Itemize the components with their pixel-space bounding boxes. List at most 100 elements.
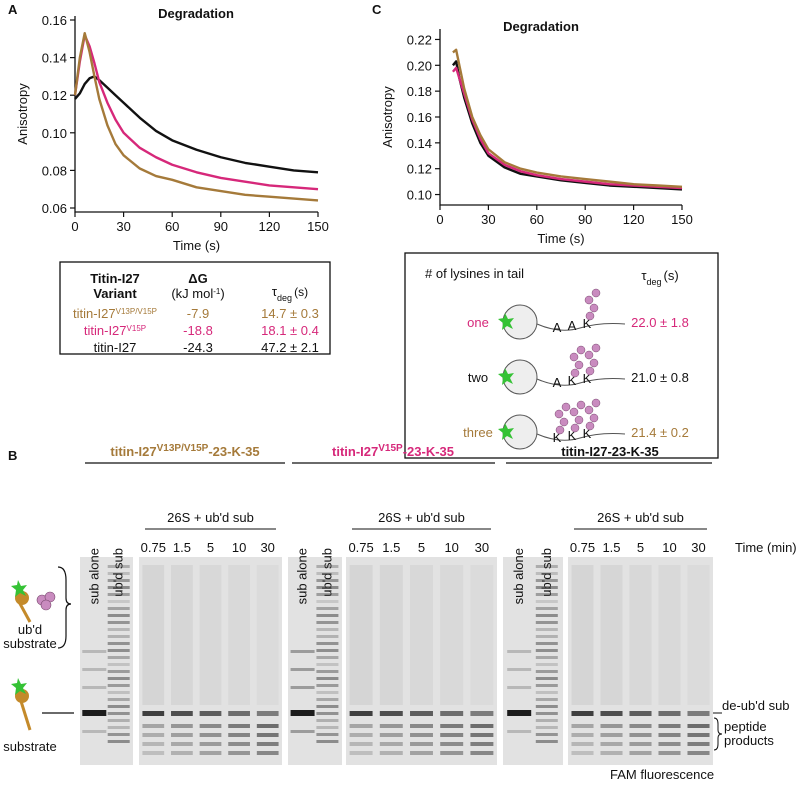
gel-band — [535, 677, 558, 680]
gel-image — [139, 557, 282, 765]
gel-band — [316, 684, 339, 687]
treatment-label: 26S + ub'd sub — [597, 510, 684, 525]
gel-band — [507, 730, 532, 733]
time-label: 30 — [475, 540, 489, 555]
gel-band — [440, 751, 464, 755]
gel-title-main: titin-I27-23-K-35 — [561, 444, 659, 459]
y-tick-label: 0.14 — [42, 51, 67, 66]
gel-band — [199, 733, 222, 737]
gel-band — [107, 621, 130, 624]
time-label: 1.5 — [173, 540, 191, 555]
residue: K — [568, 428, 577, 443]
y-tick-label: 0.06 — [42, 201, 67, 216]
treatment-label: 26S + ub'd sub — [378, 510, 465, 525]
ubiquitin — [589, 358, 599, 368]
time-label: 30 — [691, 540, 705, 555]
unit-sup: -1 — [213, 287, 221, 296]
gel-title-sup: V13P/V15P — [157, 443, 209, 454]
residue: K — [583, 426, 592, 441]
gel-band — [535, 607, 558, 610]
gel-band — [142, 742, 165, 746]
table-header: Variant — [93, 286, 137, 301]
tau: τ — [641, 268, 647, 283]
table-header: τdeg (s) — [272, 284, 308, 303]
gel-band — [571, 733, 594, 737]
gel-band — [316, 600, 339, 603]
gel-band — [316, 712, 339, 715]
y-tick-label: 0.12 — [42, 88, 67, 103]
gel-band — [470, 751, 494, 755]
tail — [536, 433, 626, 441]
gel-band — [600, 733, 623, 737]
gel-side-label: FAM fluorescence — [610, 767, 714, 782]
y-axis-label: Anisotropy — [380, 86, 395, 148]
panel-label: A — [8, 2, 18, 17]
gel-title-main: titin-I27 — [332, 444, 378, 459]
time-label: 10 — [662, 540, 676, 555]
gel-band — [107, 726, 130, 729]
gel-band — [107, 740, 130, 743]
gel-band — [470, 711, 494, 716]
gel-band — [316, 621, 339, 624]
gel-band — [142, 751, 165, 755]
gel-band — [410, 742, 433, 746]
gel-band — [107, 663, 130, 666]
ubiquitin — [585, 366, 595, 376]
gel-band — [316, 698, 339, 701]
gel-band — [687, 751, 710, 755]
time-label: 5 — [418, 540, 425, 555]
gel-band — [256, 711, 279, 716]
gel-band — [440, 733, 464, 737]
ubiquitin — [584, 350, 594, 360]
y-axis-label: Anisotropy — [15, 83, 30, 145]
gel-band — [379, 742, 403, 746]
x-tick-label: 30 — [116, 219, 130, 234]
lane-label: ub'd sub — [319, 548, 334, 597]
gel-band — [316, 691, 339, 694]
ubiquitin — [591, 398, 601, 408]
gel-band — [316, 565, 339, 568]
time-label: 1.5 — [602, 540, 620, 555]
gel-band — [507, 686, 532, 689]
bracket — [713, 717, 723, 751]
x-tick-label: 30 — [481, 212, 495, 227]
delta-g: -24.3 — [183, 340, 213, 355]
gel-side-label: substrate — [3, 739, 56, 754]
gel-title: titin-I27-23-K-35 — [561, 444, 659, 459]
tau-sub: deg — [646, 277, 661, 287]
x-tick-label: 120 — [259, 219, 281, 234]
gel-band — [107, 614, 130, 617]
variant-base: titin-I27 — [94, 340, 137, 355]
gel-band — [107, 593, 130, 596]
variant-name: titin-I27V13P/V15P — [73, 306, 157, 321]
gel-band — [171, 751, 193, 755]
gel-smear — [571, 565, 594, 705]
lane-label: sub alone — [86, 548, 101, 604]
series-line — [452, 48, 683, 188]
unit: (s) — [294, 285, 308, 299]
delta-g: -18.8 — [183, 323, 213, 338]
gel-band — [107, 670, 130, 673]
gel-smear — [410, 565, 433, 705]
gel-band — [349, 751, 373, 755]
gel-band — [535, 628, 558, 631]
ubiquitin — [576, 345, 586, 355]
x-tick-label: 150 — [671, 212, 693, 227]
gel-side-label: peptide — [724, 719, 767, 734]
gel-band — [107, 579, 130, 582]
gel-band — [256, 724, 279, 728]
gel-band — [571, 724, 594, 728]
gel-band — [658, 724, 681, 728]
gel-band — [535, 698, 558, 701]
gel-band — [316, 572, 339, 575]
gel-title: titin-I27V13P/V15P-23-K-35 — [110, 443, 259, 460]
gel-band — [316, 656, 339, 659]
time-label: 5 — [637, 540, 644, 555]
gel-band — [316, 726, 339, 729]
gel-smear — [256, 565, 279, 705]
ubiquitin — [591, 288, 601, 298]
gel-band — [687, 724, 710, 728]
gel-band — [535, 740, 558, 743]
gel-band — [171, 742, 193, 746]
gel-band — [571, 711, 594, 716]
